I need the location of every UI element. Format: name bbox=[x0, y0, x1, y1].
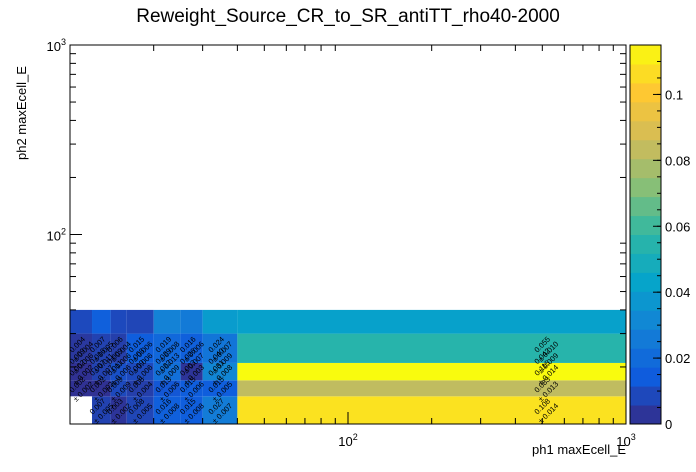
heatmap-cell bbox=[202, 333, 238, 363]
heatmap-cell bbox=[180, 362, 203, 381]
colorbar-tick-label: 0 bbox=[665, 417, 672, 432]
heatmap-cell bbox=[70, 396, 93, 424]
y-tick-label: 103 bbox=[47, 37, 66, 54]
heatmap-cell bbox=[180, 309, 203, 334]
heatmap-cell bbox=[237, 309, 626, 334]
heatmap-cell bbox=[180, 380, 203, 397]
colorbar-segment bbox=[630, 329, 661, 349]
heatmap-cell bbox=[237, 362, 626, 381]
heatmap-cell bbox=[126, 309, 154, 334]
colorbar-tick-label: 0.04 bbox=[665, 285, 690, 300]
colorbar-tick-label: 0.02 bbox=[665, 351, 690, 366]
colorbar-segment bbox=[630, 291, 661, 311]
heatmap-cell bbox=[202, 380, 238, 397]
colorbar-segment bbox=[630, 405, 661, 425]
heatmap-cell bbox=[70, 333, 93, 363]
colorbar-segment bbox=[630, 120, 661, 141]
colorbar-segment bbox=[630, 158, 661, 179]
colorbar-segment bbox=[630, 253, 661, 273]
heatmap-cell bbox=[153, 396, 181, 424]
heatmap-cell bbox=[70, 309, 93, 334]
heatmap-cell bbox=[202, 362, 238, 381]
heatmap-cell bbox=[237, 333, 626, 363]
colorbar-tick-label: 0.08 bbox=[665, 153, 690, 168]
heatmap-cell bbox=[202, 396, 238, 424]
heatmap-cell bbox=[153, 380, 181, 397]
colorbar-frame bbox=[629, 44, 662, 425]
colorbar-segment bbox=[630, 272, 661, 292]
x-tick-label: 103 bbox=[616, 432, 635, 449]
y-axis-label: ph2 maxEcell_E bbox=[14, 66, 29, 160]
colorbar-segment bbox=[630, 386, 661, 406]
colorbar-segment bbox=[630, 177, 661, 198]
heatmap-cell bbox=[92, 309, 111, 334]
colorbar-segment bbox=[630, 348, 661, 368]
colorbar-segment bbox=[630, 310, 661, 330]
colorbar-tick-label: 0.06 bbox=[665, 219, 690, 234]
heatmap-cell bbox=[153, 333, 181, 363]
y-tick-label: 102 bbox=[47, 227, 66, 244]
colorbar-segment bbox=[630, 82, 661, 103]
x-axis-label: ph1 maxEcell_E bbox=[532, 442, 626, 457]
heatmap-cell bbox=[126, 333, 154, 363]
heatmap-cell bbox=[92, 333, 111, 363]
heatmap-cell bbox=[110, 333, 127, 363]
colorbar-segment bbox=[630, 45, 661, 65]
chart-title: Reweight_Source_CR_to_SR_antiTT_rho40-20… bbox=[136, 6, 560, 27]
colorbar-segment bbox=[630, 139, 661, 160]
colorbar-segment bbox=[630, 215, 661, 235]
colorbar-segment bbox=[630, 367, 661, 387]
heatmap-cell bbox=[153, 362, 181, 381]
heatmap-cell bbox=[153, 309, 181, 334]
heatmap-cell bbox=[202, 309, 238, 334]
colorbar-tick-label: 0.1 bbox=[665, 87, 683, 102]
heatmap-cell bbox=[126, 362, 154, 381]
x-tick-label: 102 bbox=[338, 432, 357, 449]
colorbar-segment bbox=[630, 234, 661, 254]
heatmap-cell bbox=[70, 380, 93, 397]
heatmap-cell bbox=[126, 380, 154, 397]
heatmap-cell bbox=[110, 380, 127, 397]
colorbar-segment bbox=[630, 196, 661, 217]
heatmap-cell bbox=[180, 396, 203, 424]
heatmap-cell bbox=[180, 333, 203, 363]
heatmap-cell bbox=[110, 396, 127, 424]
heatmap-cell bbox=[110, 362, 127, 381]
heatmap-cell bbox=[110, 309, 127, 334]
colorbar-segment bbox=[630, 63, 661, 84]
heatmap-cell bbox=[92, 380, 111, 397]
heatmap-cell bbox=[92, 396, 111, 424]
heatmap-cell bbox=[92, 362, 111, 381]
colorbar-segment bbox=[630, 101, 661, 122]
heatmap-cell bbox=[237, 380, 626, 397]
heatmap-cell bbox=[126, 396, 154, 424]
